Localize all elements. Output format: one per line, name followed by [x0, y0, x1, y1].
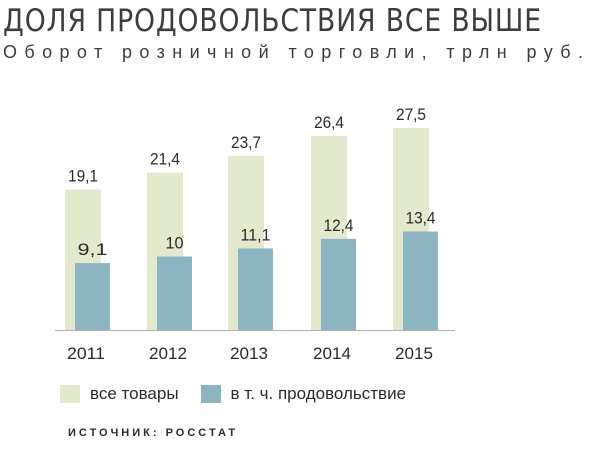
- legend-swatch-all-goods: [60, 385, 80, 403]
- data-label-all-goods: 19,1: [68, 167, 98, 186]
- bar-food: [75, 263, 110, 330]
- data-label-food: 13,4: [406, 209, 436, 228]
- x-tick-label: 2013: [230, 344, 268, 363]
- legend: все товары в т. ч. продовольствие: [60, 383, 428, 405]
- x-tick-label: 2012: [149, 344, 187, 363]
- x-tick-label: 2014: [313, 344, 351, 363]
- data-label-food: 11,1: [241, 225, 271, 244]
- data-label-food: 9,1: [78, 240, 108, 259]
- data-label-food: 10: [166, 234, 184, 253]
- bar-food: [238, 248, 273, 330]
- data-label-all-goods: 26,4: [314, 113, 344, 132]
- bar-food: [321, 238, 356, 330]
- source-note: ИСТОЧНИК: РОССТАТ: [68, 427, 239, 439]
- legend-label-food: в т. ч. продовольствие: [230, 384, 407, 403]
- chart-subtitle: Оборот розничной торговли, трлн руб.: [3, 42, 591, 62]
- legend-swatch-food: [200, 385, 221, 403]
- bar-food: [403, 231, 438, 330]
- data-label-all-goods: 23,7: [231, 133, 261, 152]
- chart-title: ДОЛЯ ПРОДОВОЛЬСТВИЯ ВСЕ ВЫШЕ: [3, 3, 542, 39]
- legend-item-all-goods: все товары: [60, 384, 179, 404]
- data-label-all-goods: 27,5: [396, 105, 426, 124]
- legend-label-all-goods: все товары: [90, 384, 179, 403]
- x-tick-label: 2015: [395, 344, 433, 363]
- x-tick-label: 2011: [67, 344, 105, 363]
- data-label-all-goods: 21,4: [150, 150, 180, 169]
- bar-food: [157, 256, 192, 330]
- data-label-food: 12,4: [324, 216, 354, 235]
- legend-item-food: в т. ч. продовольствие: [200, 384, 407, 404]
